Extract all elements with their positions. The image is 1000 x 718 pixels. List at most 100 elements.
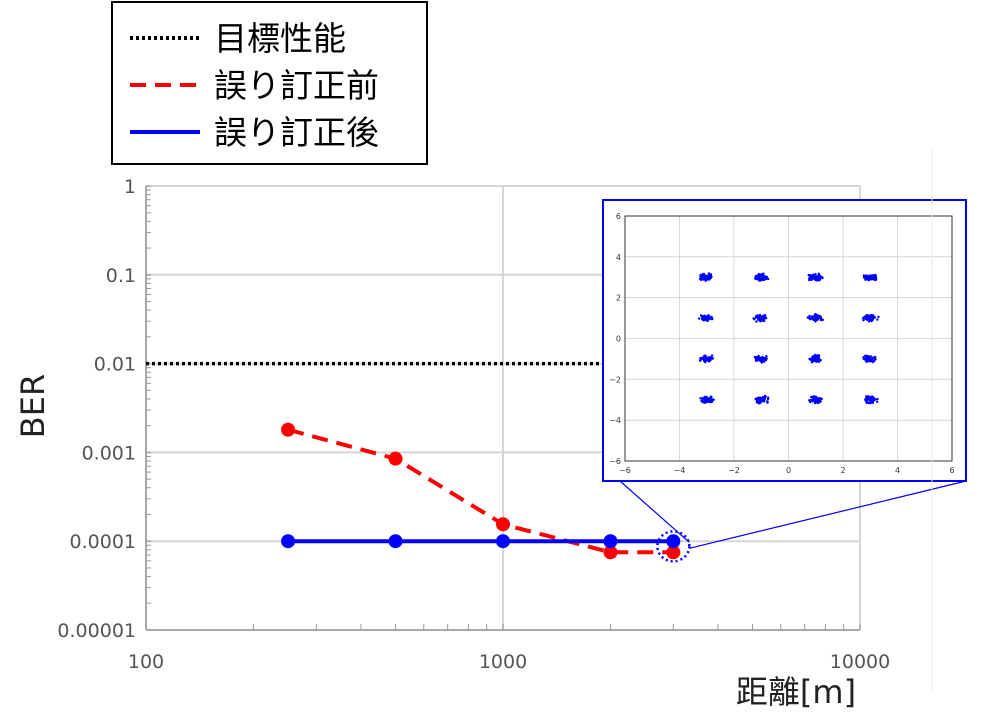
- constellation-cluster: [861, 313, 880, 323]
- constellation-point: [806, 316, 809, 319]
- constellation-point: [869, 314, 872, 317]
- constellation-point: [759, 318, 762, 322]
- data-point: [496, 534, 510, 549]
- constellation-cluster: [864, 395, 879, 405]
- constellation-point: [862, 357, 866, 361]
- constellation-point: [864, 275, 867, 278]
- constellation-point: [763, 356, 767, 360]
- constellation-point: [816, 355, 819, 359]
- constellation-point: [817, 279, 821, 282]
- constellation-point: [873, 274, 876, 277]
- constellation-point: [766, 400, 769, 403]
- y-tick-label: 0.1: [106, 265, 136, 287]
- constellation-point: [762, 317, 765, 320]
- x-tick-label: 10000: [830, 651, 890, 673]
- constellation-point: [866, 317, 869, 320]
- constellation-point: [708, 359, 712, 362]
- data-point: [388, 534, 403, 549]
- constellation-point: [707, 314, 710, 318]
- constellation-point: [873, 355, 877, 359]
- constellation-point: [817, 272, 820, 275]
- constellation-point: [758, 316, 762, 320]
- constellation-point: [868, 320, 871, 323]
- constellation-point: [813, 277, 816, 280]
- inset-axes-frame: [624, 215, 953, 462]
- constellation-point: [762, 360, 766, 363]
- constellation-point: [868, 318, 872, 321]
- constellation-point: [815, 400, 818, 403]
- constellation-point: [702, 357, 705, 361]
- constellation-point: [815, 314, 818, 317]
- constellation-point: [755, 320, 758, 323]
- legend-label: 誤り訂正前: [214, 66, 379, 105]
- y-axis-label: BER: [14, 374, 52, 438]
- constellation-cluster: [752, 313, 768, 323]
- constellation-point: [758, 396, 762, 400]
- constellation-cluster: [808, 395, 823, 405]
- inset-x-tick-label: 4: [895, 466, 900, 475]
- constellation-point: [868, 401, 872, 405]
- constellation-point: [703, 355, 706, 358]
- constellation-point: [759, 401, 762, 405]
- constellation-cluster: [862, 354, 877, 364]
- constellation-point: [709, 274, 713, 277]
- constellation-point: [703, 278, 707, 281]
- constellation-point: [705, 399, 708, 402]
- inset-y-tick-label: −6: [609, 457, 621, 466]
- constellation-point: [862, 319, 865, 322]
- data-point: [281, 422, 296, 437]
- constellation-point: [702, 272, 706, 276]
- legend-label: 目標性能: [214, 19, 346, 58]
- callout-line-left: [619, 480, 690, 543]
- inset-y-tick-label: 4: [616, 253, 621, 262]
- constellation-point: [760, 357, 763, 360]
- x-axis-label: 距離[m]: [736, 673, 856, 711]
- constellation-point: [760, 274, 763, 277]
- y-tick-label: 0.00001: [57, 620, 136, 642]
- constellation-point: [710, 354, 714, 357]
- constellation-point: [761, 319, 764, 322]
- constellation-point: [703, 396, 706, 399]
- constellation-point: [699, 314, 703, 317]
- constellation-point: [814, 278, 818, 281]
- constellation-point: [812, 274, 816, 278]
- constellation-point: [709, 397, 713, 400]
- constellation-point: [760, 400, 763, 403]
- constellation-point: [820, 397, 823, 400]
- constellation-point: [821, 318, 824, 322]
- constellation-point: [763, 396, 767, 399]
- constellation-cluster: [698, 272, 713, 282]
- callout-line-right: [689, 480, 967, 549]
- constellation-point: [818, 274, 822, 277]
- constellation-point: [704, 316, 707, 320]
- constellation-point: [869, 395, 873, 399]
- constellation-point: [756, 359, 759, 362]
- constellation-point: [821, 276, 824, 279]
- constellation-point: [759, 359, 763, 363]
- constellation-point: [711, 399, 714, 402]
- constellation-point: [814, 398, 818, 401]
- constellation-cluster: [862, 273, 878, 282]
- inset-y-tick-label: 6: [616, 212, 621, 221]
- constellation-point: [761, 276, 765, 279]
- constellation-point: [874, 276, 878, 279]
- constellation-cluster: [754, 394, 770, 405]
- y-tick-label: 1: [124, 176, 136, 198]
- inset-x-tick-label: −6: [619, 466, 631, 475]
- inset-y-tick-label: −4: [609, 416, 621, 425]
- constellation-point: [764, 276, 767, 279]
- constellation-point: [704, 275, 707, 279]
- constellation-point: [816, 358, 819, 362]
- constellation-point: [755, 357, 759, 360]
- constellation-point: [876, 400, 879, 403]
- constellation-point: [868, 356, 872, 359]
- data-point: [496, 517, 510, 532]
- inset-x-tick-label: 0: [786, 466, 791, 475]
- x-tick-label: 100: [128, 651, 164, 673]
- constellation-point: [870, 359, 874, 362]
- constellation-point: [862, 356, 865, 359]
- x-tick-label: 1000: [479, 651, 527, 673]
- constellation-point: [706, 398, 709, 401]
- constellation-cluster: [699, 395, 715, 404]
- constellation-point: [707, 272, 711, 275]
